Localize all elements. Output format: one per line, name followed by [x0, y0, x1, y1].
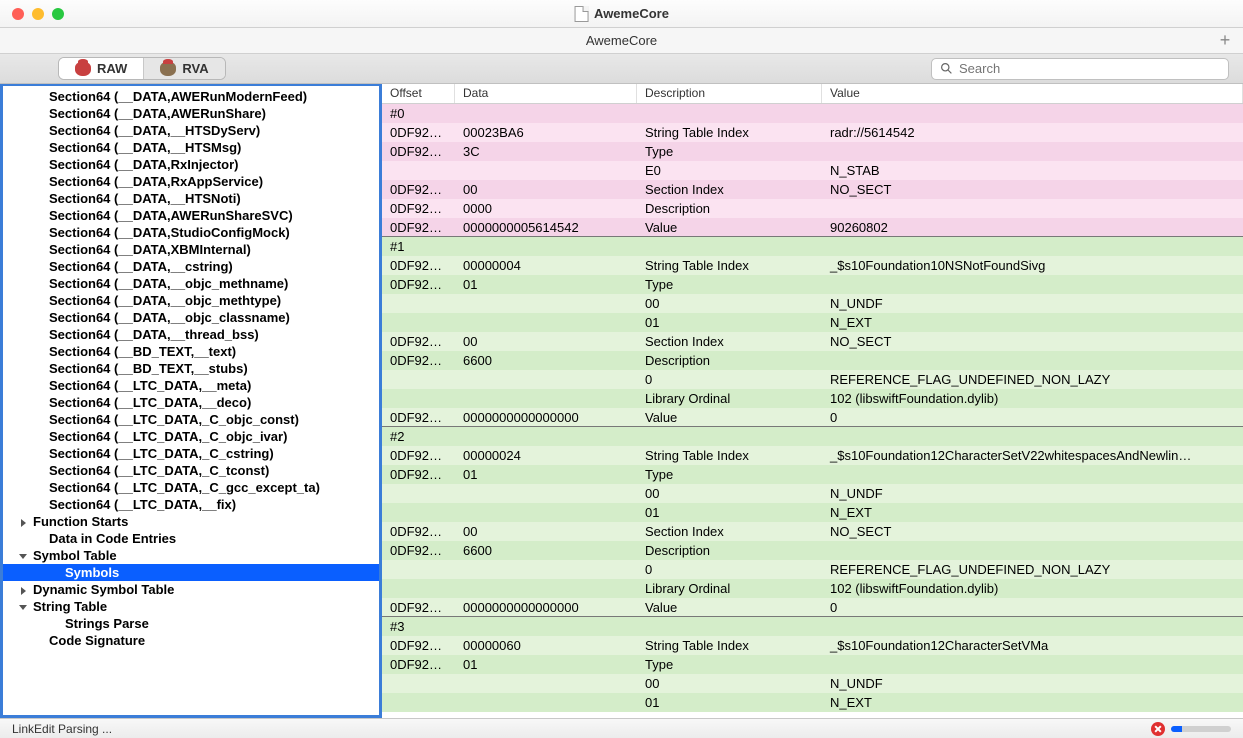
- col-data[interactable]: Data: [455, 84, 637, 103]
- sidebar-item[interactable]: Data in Code Entries: [3, 530, 379, 547]
- sidebar-item[interactable]: Section64 (__DATA,__objc_methname): [3, 275, 379, 292]
- table-row[interactable]: 01N_EXT: [382, 313, 1243, 332]
- table-row[interactable]: 0DF929780000000000000000Value0: [382, 408, 1243, 427]
- table-row[interactable]: 0DF9297000000004String Table Index_$s10F…: [382, 256, 1243, 275]
- table-row[interactable]: 0DF9296000023BA6String Table Indexradr:/…: [382, 123, 1243, 142]
- error-icon[interactable]: [1151, 722, 1165, 736]
- titlebar: AwemeCore: [0, 0, 1243, 28]
- table-header: Offset Data Description Value: [382, 84, 1243, 104]
- sidebar-item[interactable]: Section64 (__LTC_DATA,_C_cstring): [3, 445, 379, 462]
- sidebar: Section64 (__DATA,AWERunModernFeed)Secti…: [0, 84, 382, 718]
- sidebar-item[interactable]: Symbols: [3, 564, 379, 581]
- table-row[interactable]: 0DF9299401Type: [382, 655, 1243, 674]
- sidebar-item[interactable]: Section64 (__DATA,__objc_classname): [3, 309, 379, 326]
- close-icon[interactable]: [12, 8, 24, 20]
- title-text: AwemeCore: [594, 6, 669, 21]
- content-pane: Offset Data Description Value #00DF92960…: [382, 84, 1243, 718]
- sidebar-item[interactable]: Section64 (__DATA,__cstring): [3, 258, 379, 275]
- minimize-icon[interactable]: [32, 8, 44, 20]
- sidebar-item[interactable]: Section64 (__DATA,__HTSNoti): [3, 190, 379, 207]
- table-row[interactable]: 0DF929766600Description: [382, 351, 1243, 370]
- bug-icon: [75, 62, 91, 76]
- sidebar-item[interactable]: Symbol Table: [3, 547, 379, 564]
- table-row[interactable]: 0DF9298000000024String Table Index_$s10F…: [382, 446, 1243, 465]
- table-row[interactable]: 00N_UNDF: [382, 674, 1243, 693]
- view-mode-segment: RAWRVA: [58, 57, 226, 80]
- window-controls: [0, 8, 64, 20]
- tab-label[interactable]: AwemeCore: [586, 33, 657, 48]
- status-text: LinkEdit Parsing ...: [12, 722, 112, 736]
- maximize-icon[interactable]: [52, 8, 64, 20]
- sidebar-item[interactable]: Section64 (__BD_TEXT,__text): [3, 343, 379, 360]
- sidebar-item[interactable]: Section64 (__DATA,RxInjector): [3, 156, 379, 173]
- sidebar-item[interactable]: Dynamic Symbol Table: [3, 581, 379, 598]
- add-tab-button[interactable]: +: [1213, 31, 1237, 51]
- sidebar-item[interactable]: Section64 (__DATA,AWERunModernFeed): [3, 88, 379, 105]
- table-row[interactable]: 01N_EXT: [382, 693, 1243, 712]
- table-row[interactable]: 0DF9297500Section IndexNO_SECT: [382, 332, 1243, 351]
- group-header: #1: [382, 237, 1243, 256]
- table-row[interactable]: 01N_EXT: [382, 503, 1243, 522]
- sidebar-item[interactable]: Section64 (__DATA,__objc_methtype): [3, 292, 379, 309]
- table-row[interactable]: 0DF929660000Description: [382, 199, 1243, 218]
- document-icon: [574, 6, 588, 22]
- table-row[interactable]: 0DF9298500Section IndexNO_SECT: [382, 522, 1243, 541]
- search-field[interactable]: [931, 58, 1229, 80]
- seg-raw[interactable]: RAW: [59, 58, 143, 79]
- sidebar-item[interactable]: Section64 (__DATA,XBMInternal): [3, 241, 379, 258]
- sidebar-item[interactable]: Section64 (__DATA,__HTSDyServ): [3, 122, 379, 139]
- table-row[interactable]: 0REFERENCE_FLAG_UNDEFINED_NON_LAZY: [382, 370, 1243, 389]
- window-title: AwemeCore: [574, 6, 669, 22]
- table-row[interactable]: 0DF929643CType: [382, 142, 1243, 161]
- table-row[interactable]: 0DF9297401Type: [382, 275, 1243, 294]
- sidebar-item[interactable]: Section64 (__LTC_DATA,_C_objc_ivar): [3, 428, 379, 445]
- table-row[interactable]: 0DF9299000000060String Table Index_$s10F…: [382, 636, 1243, 655]
- progress-bar: [1171, 726, 1231, 732]
- sidebar-item[interactable]: String Table: [3, 598, 379, 615]
- status-bar: LinkEdit Parsing ...: [0, 718, 1243, 738]
- group-header: #3: [382, 617, 1243, 636]
- table-row[interactable]: Library Ordinal102 (libswiftFoundation.d…: [382, 579, 1243, 598]
- data-table[interactable]: #00DF9296000023BA6String Table Indexradr…: [382, 104, 1243, 718]
- table-row[interactable]: 0DF929866600Description: [382, 541, 1243, 560]
- sidebar-item[interactable]: Section64 (__DATA,AWERunShareSVC): [3, 207, 379, 224]
- toolbar: RAWRVA: [0, 54, 1243, 84]
- sidebar-item[interactable]: Code Signature: [3, 632, 379, 649]
- group-header: #0: [382, 104, 1243, 123]
- sidebar-item[interactable]: Section64 (__LTC_DATA,__deco): [3, 394, 379, 411]
- table-row[interactable]: 00N_UNDF: [382, 294, 1243, 313]
- sidebar-item[interactable]: Function Starts: [3, 513, 379, 530]
- group-header: #2: [382, 427, 1243, 446]
- tab-bar: AwemeCore +: [0, 28, 1243, 54]
- sidebar-item[interactable]: Section64 (__DATA,__thread_bss): [3, 326, 379, 343]
- col-offset[interactable]: Offset: [382, 84, 455, 103]
- table-row[interactable]: 00N_UNDF: [382, 484, 1243, 503]
- sidebar-item[interactable]: Section64 (__BD_TEXT,__stubs): [3, 360, 379, 377]
- sidebar-item[interactable]: Section64 (__DATA,StudioConfigMock): [3, 224, 379, 241]
- sidebar-item[interactable]: Section64 (__LTC_DATA,_C_tconst): [3, 462, 379, 479]
- sidebar-item[interactable]: Section64 (__DATA,RxAppService): [3, 173, 379, 190]
- bug-icon: [160, 62, 176, 76]
- sidebar-item[interactable]: Section64 (__LTC_DATA,_C_gcc_except_ta): [3, 479, 379, 496]
- col-value[interactable]: Value: [822, 84, 1243, 103]
- table-row[interactable]: E0N_STAB: [382, 161, 1243, 180]
- search-input[interactable]: [959, 61, 1220, 76]
- sidebar-item[interactable]: Section64 (__DATA,__HTSMsg): [3, 139, 379, 156]
- sidebar-item[interactable]: Section64 (__LTC_DATA,_C_objc_const): [3, 411, 379, 428]
- search-icon: [940, 62, 953, 75]
- sidebar-list[interactable]: Section64 (__DATA,AWERunModernFeed)Secti…: [3, 86, 379, 715]
- table-row[interactable]: Library Ordinal102 (libswiftFoundation.d…: [382, 389, 1243, 408]
- sidebar-item[interactable]: Strings Parse: [3, 615, 379, 632]
- table-row[interactable]: 0DF929880000000000000000Value0: [382, 598, 1243, 617]
- col-description[interactable]: Description: [637, 84, 822, 103]
- seg-rva[interactable]: RVA: [143, 58, 224, 79]
- table-row[interactable]: 0DF9298401Type: [382, 465, 1243, 484]
- table-row[interactable]: 0DF929680000000005614542Value90260802: [382, 218, 1243, 237]
- sidebar-item[interactable]: Section64 (__DATA,AWERunShare): [3, 105, 379, 122]
- table-row[interactable]: 0REFERENCE_FLAG_UNDEFINED_NON_LAZY: [382, 560, 1243, 579]
- table-row[interactable]: 0DF9296500Section IndexNO_SECT: [382, 180, 1243, 199]
- sidebar-item[interactable]: Section64 (__LTC_DATA,__fix): [3, 496, 379, 513]
- sidebar-item[interactable]: Section64 (__LTC_DATA,__meta): [3, 377, 379, 394]
